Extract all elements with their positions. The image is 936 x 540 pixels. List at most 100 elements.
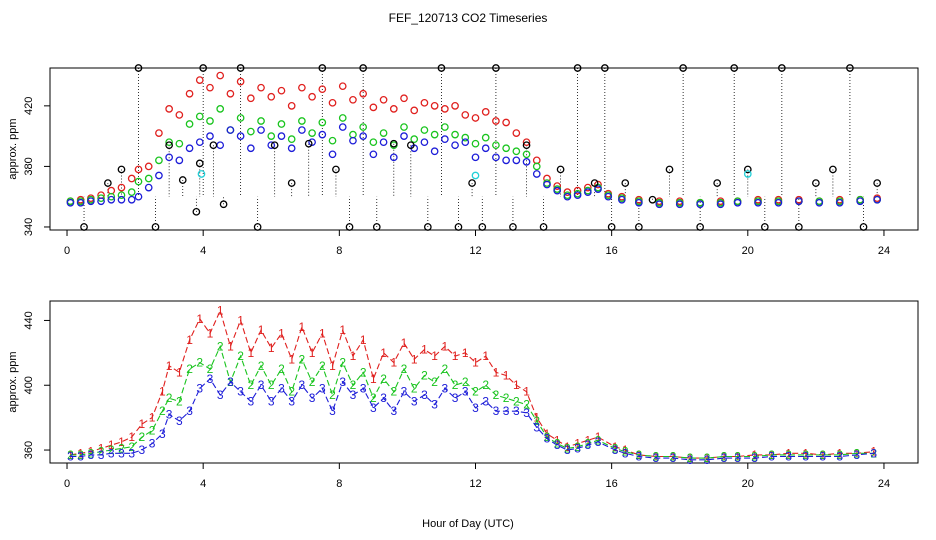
data-point-series-1 [236,114,245,122]
series-2-marker: 2 [258,359,265,373]
data-point-series-3 [760,223,769,231]
data-point-series-2 [267,141,276,150]
series-2-marker: 2 [513,394,520,408]
series-3-marker: 3 [544,432,551,446]
series-2-marker: 2 [196,356,203,370]
series-3-marker: 3 [217,388,224,402]
series-2-marker: 2 [139,430,146,444]
series-1-marker: 1 [751,448,758,462]
data-point-series-1 [206,117,214,125]
data-point-series-3 [648,195,657,204]
data-point-series-2 [97,197,105,206]
data-point-series-2 [226,126,235,134]
data-point-series-3 [713,179,722,187]
data-point-series-3 [437,64,446,72]
series-2-marker: 2 [278,362,285,376]
series-2-marker: 2 [636,448,643,462]
data-point-series-0 [328,98,337,107]
top-x-tick-label: 20 [742,245,754,257]
bottom-x-tick-label: 16 [606,478,618,490]
series-1-marker: 1 [523,385,530,399]
series-1-marker: 1 [176,365,183,379]
data-point-series-2 [257,126,265,134]
data-point-series-2 [338,123,347,131]
series-1-marker: 1 [554,433,561,447]
data-point-series-3 [318,64,327,72]
data-point-series-1 [134,177,143,186]
data-point-series-2 [318,130,327,139]
data-point-series-0 [441,105,449,113]
data-point-series-2 [471,153,480,162]
series-2-marker: 2 [870,446,877,460]
series-3-marker: 3 [370,401,377,415]
series-1-marker: 1 [513,378,520,392]
series-2-marker: 2 [802,448,809,462]
series-1-marker: 1 [411,352,418,366]
series-1-marker: 1 [574,437,581,451]
series-2-marker: 2 [819,448,826,462]
data-point-series-3 [270,141,279,150]
series-3-marker: 3 [533,420,540,434]
data-point-series-0 [359,89,368,98]
bottom-y-axis-label: approx. ppm [7,351,19,412]
series-3-marker: 3 [636,450,643,464]
series-2-marker: 2 [431,375,438,389]
data-point-series-1 [461,133,470,142]
series-3-marker: 3 [431,398,438,412]
data-point-series-3 [730,64,739,72]
data-point-series-2 [754,198,762,207]
series-3-marker: 3 [319,381,326,395]
data-point-series-3 [777,64,786,72]
series-3-marker: 3 [751,451,758,465]
series-3-marker: 3 [128,446,135,460]
data-point-series-2 [185,144,194,153]
data-point-series-0 [226,89,235,98]
data-point-series-1 [522,150,531,159]
data-point-series-3 [812,179,820,187]
data-point-series-1 [359,123,368,131]
series-3-marker: 3 [734,451,741,465]
data-point-series-3 [743,165,752,174]
series-3-marker: 3 [207,372,214,386]
series-3-marker: 3 [299,378,306,392]
series-2-marker: 2 [622,445,629,459]
series-2-marker: 2 [108,443,115,457]
data-point-series-3 [665,165,674,174]
top-x-tick-label: 8 [336,245,342,257]
series-1-marker: 1 [108,438,115,452]
series-1-marker: 1 [227,339,234,353]
data-point-series-2 [400,132,408,140]
top-panel: 0 4 8 12 16 20 24 340 380 420 approx. ppm [7,64,919,257]
top-y-tick-label: 420 [23,97,35,115]
data-point-series-3 [80,223,88,231]
series-2-marker: 2 [574,440,581,454]
data-point-series-3 [509,223,517,231]
data-point-series-3 [304,139,313,148]
series-3-marker: 3 [288,394,295,408]
data-point-series-3 [219,200,228,209]
series-3-marker: 3 [819,450,826,464]
data-point-series-2 [127,195,136,204]
data-point-series-2 [835,198,844,207]
bottom-plot-frame [49,300,919,464]
series-1-marker: 1 [196,312,203,326]
data-point-series-1 [318,118,327,127]
data-point-series-2 [430,147,439,156]
data-point-series-3 [134,64,143,72]
series-2-marker: 2 [186,362,193,376]
series-1-marker: 1 [493,365,500,379]
data-point-series-2 [512,156,521,165]
series-3-marker: 3 [785,450,792,464]
data-point-series-0 [461,111,470,119]
data-point-series-3 [195,159,204,168]
data-point-series-1 [400,123,408,131]
series-2-marker: 2 [217,339,224,353]
series-2-marker: 2 [149,424,156,438]
series-1-marker: 1 [785,446,792,460]
series-2-marker: 2 [836,448,843,462]
series-2-marker: 2 [544,430,551,444]
series-1-marker: 1 [268,341,275,355]
data-point-series-1 [257,117,265,125]
series-1-marker: 1 [319,326,326,340]
series-2-marker: 2 [128,440,135,454]
